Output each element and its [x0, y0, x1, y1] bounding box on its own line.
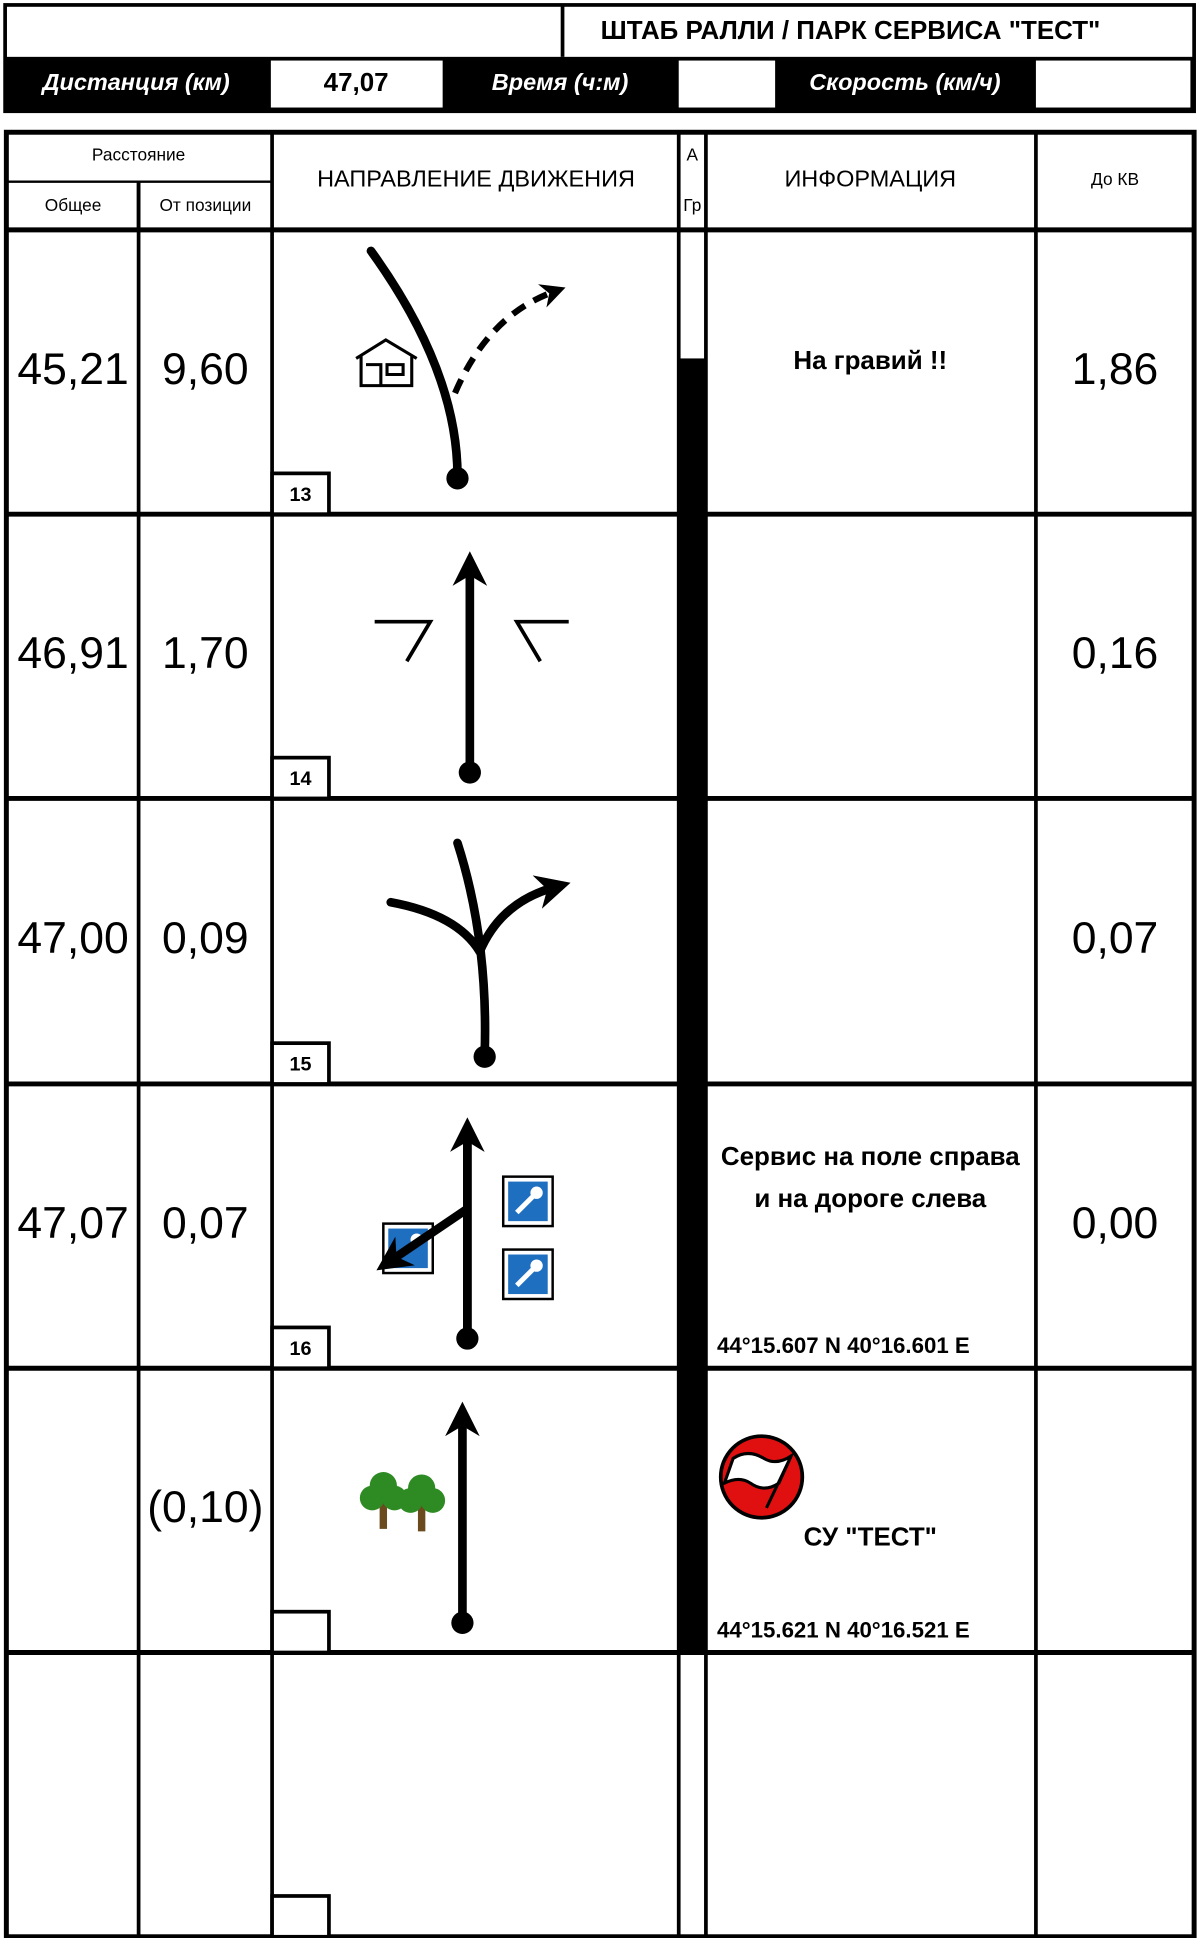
speed-label: Скорость (км/ч): [809, 69, 1000, 95]
start-dot: [446, 467, 468, 489]
info-text: СУ "ТЕСТ": [804, 1524, 937, 1552]
time-label: Время (ч:м): [492, 69, 629, 95]
th-partial: От позиции: [159, 195, 251, 215]
waypoint-number: 13: [290, 484, 312, 506]
to-checkpoint: 1,86: [1072, 345, 1159, 394]
to-checkpoint: 0,16: [1072, 629, 1159, 678]
table-border: [6, 132, 1194, 1937]
partial-distance: 1,70: [162, 629, 249, 678]
to-checkpoint: 0,07: [1072, 914, 1159, 963]
roadbook: ШТАБ РАЛЛИ / ПАРК СЕРВИСА "ТЕСТ" Дистанц…: [0, 0, 1198, 1938]
th-info: ИНФОРМАЦИЯ: [784, 166, 956, 192]
start-dot: [474, 1046, 496, 1068]
house-icon: [356, 340, 417, 386]
service-sign: [503, 1250, 552, 1299]
th-asphalt: А: [687, 144, 699, 164]
maneuver-icons: [356, 251, 802, 1634]
time-box: [679, 61, 775, 108]
start-dot: [451, 1612, 473, 1634]
distance-label: Дистанция (км): [41, 69, 230, 95]
start-dot: [456, 1327, 478, 1349]
number-box: [272, 1612, 329, 1653]
gravel-bar: [679, 358, 706, 1652]
partial-distance: 0,07: [162, 1199, 249, 1248]
to-checkpoint: 0,00: [1072, 1199, 1159, 1248]
th-gravel: Гр: [683, 195, 701, 215]
coordinates: 44°15.621 N 40°16.521 E: [717, 1617, 970, 1642]
waypoint-number: 16: [290, 1338, 312, 1360]
th-distance: Расстояние: [92, 144, 185, 164]
total-distance: 47,00: [17, 914, 128, 963]
info-text: Сервис на поле справа: [721, 1143, 1020, 1171]
info-text: и на дороге слева: [754, 1185, 986, 1213]
road: [371, 251, 458, 476]
info-text: На гравий !!: [793, 347, 947, 375]
header-title: ШТАБ РАЛЛИ / ПАРК СЕРВИСА "ТЕСТ": [601, 17, 1101, 45]
start-dot: [459, 761, 481, 783]
distance-value: 47,07: [324, 69, 389, 97]
partial-distance: 0,09: [162, 914, 249, 963]
waypoint-number: 15: [290, 1054, 312, 1076]
number-box: [272, 1896, 329, 1937]
waypoint-number: 14: [290, 768, 312, 790]
total-distance: 45,21: [17, 345, 128, 394]
th-to-cp: До КВ: [1091, 169, 1139, 189]
dashed-branch: [455, 292, 554, 393]
partial-distance: 9,60: [162, 345, 249, 394]
page: {"header":{"title":"ШТАБ РАЛЛИ / ПАРК СЕ…: [0, 0, 1198, 1938]
th-direction: НАПРАВЛЕНИЕ ДВИЖЕНИЯ: [317, 166, 635, 192]
total-distance: 46,91: [17, 629, 128, 678]
coordinates: 44°15.607 N 40°16.601 E: [717, 1333, 970, 1358]
service-sign: [503, 1177, 552, 1226]
th-total: Общее: [45, 195, 102, 215]
tree: [398, 1475, 445, 1532]
speed-box: [1036, 61, 1190, 108]
table-grid: [6, 132, 1194, 1937]
road: [480, 887, 554, 951]
road: [391, 843, 485, 1054]
total-distance: 47,07: [17, 1199, 128, 1248]
partial-distance: (0,10): [147, 1483, 263, 1532]
